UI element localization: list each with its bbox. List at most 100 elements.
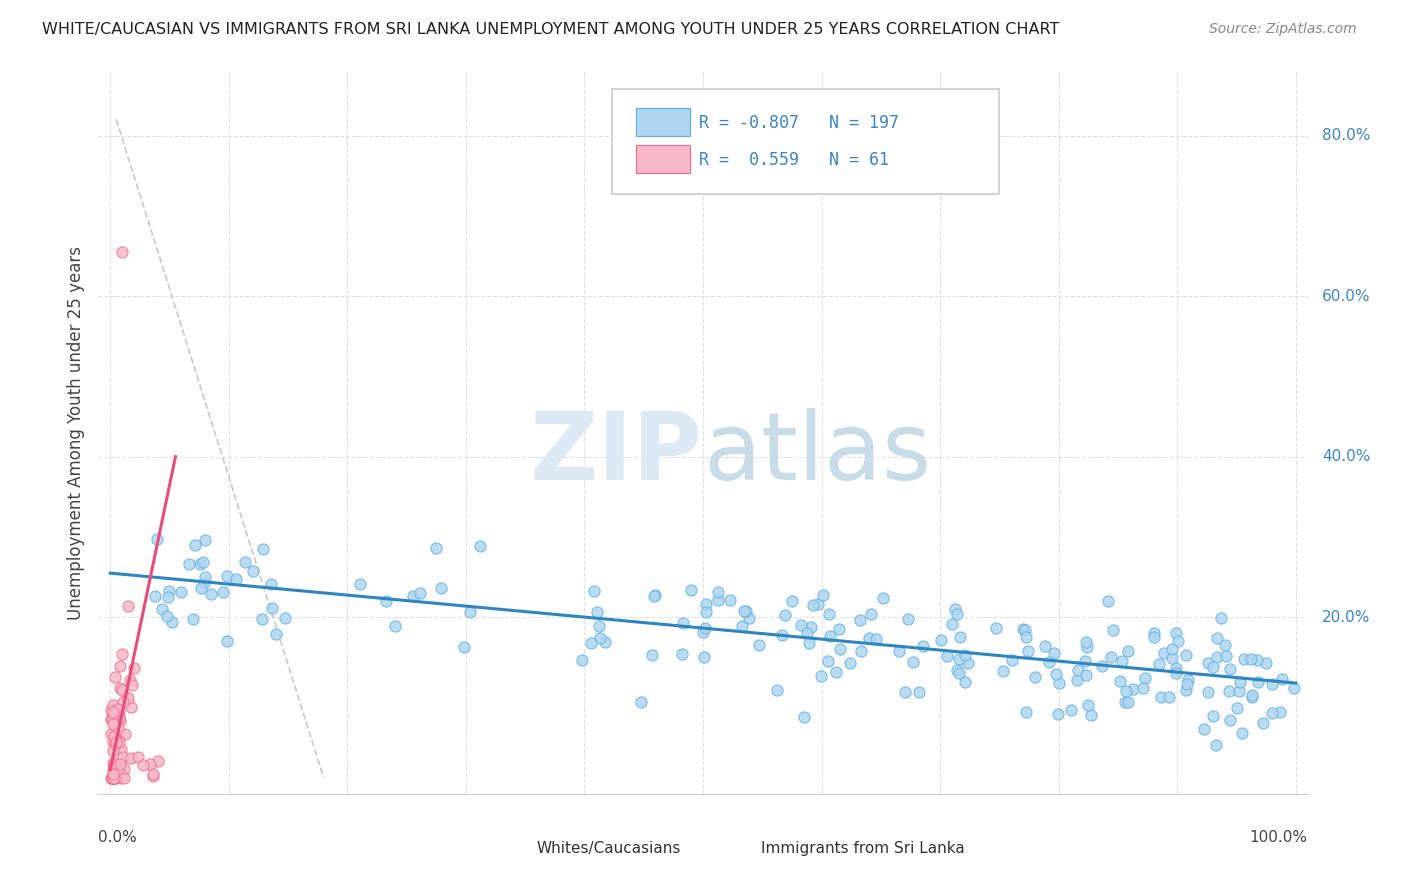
Point xyxy=(112,695,135,709)
Point xyxy=(104,771,127,785)
Point xyxy=(1077,698,1099,713)
Point xyxy=(429,582,451,596)
Point xyxy=(101,767,124,781)
Point xyxy=(1219,713,1241,727)
Point xyxy=(1108,673,1130,688)
Point xyxy=(1232,726,1254,740)
Point xyxy=(101,756,124,771)
Point xyxy=(100,771,122,785)
Point xyxy=(692,624,714,639)
Point xyxy=(679,582,702,597)
Point xyxy=(108,735,131,749)
Point xyxy=(849,644,872,658)
Point xyxy=(1101,624,1123,638)
Point xyxy=(117,599,139,613)
Point xyxy=(1246,674,1268,689)
Point xyxy=(1153,646,1175,660)
Point xyxy=(183,538,205,552)
Text: 0.0%: 0.0% xyxy=(98,830,138,845)
Point xyxy=(111,647,134,661)
Point xyxy=(1229,675,1251,690)
Point xyxy=(212,584,235,599)
Point xyxy=(731,619,754,633)
Point xyxy=(1167,634,1189,648)
Point xyxy=(101,763,124,777)
Point xyxy=(1132,681,1154,696)
Point xyxy=(111,244,134,259)
Point xyxy=(941,616,963,631)
Point xyxy=(1066,673,1088,687)
Point xyxy=(586,605,609,619)
Point xyxy=(706,592,728,607)
Point xyxy=(1157,690,1180,705)
Point xyxy=(1161,651,1184,665)
Point xyxy=(121,678,143,692)
Point xyxy=(142,769,165,783)
Point xyxy=(824,665,846,680)
Point xyxy=(181,612,204,626)
Point xyxy=(953,675,976,690)
Point xyxy=(858,632,880,646)
Point xyxy=(707,585,730,599)
Point xyxy=(1246,653,1268,667)
Point xyxy=(1219,661,1241,675)
Point xyxy=(252,541,274,556)
Point xyxy=(170,584,193,599)
Point xyxy=(872,591,894,606)
Point xyxy=(893,684,915,698)
Point xyxy=(384,618,406,632)
Y-axis label: Unemployment Among Youth under 25 years: Unemployment Among Youth under 25 years xyxy=(66,245,84,620)
Point xyxy=(1270,705,1292,719)
Point xyxy=(101,698,124,712)
Point xyxy=(818,607,841,621)
Point xyxy=(1192,722,1215,736)
Point xyxy=(936,648,959,663)
Point xyxy=(793,710,815,724)
Text: 40.0%: 40.0% xyxy=(1322,450,1371,464)
FancyBboxPatch shape xyxy=(637,108,690,136)
Point xyxy=(108,714,131,728)
Point xyxy=(581,635,603,649)
Point xyxy=(943,602,966,616)
Point xyxy=(101,735,124,749)
Point xyxy=(803,598,825,612)
Point xyxy=(897,612,920,626)
Point xyxy=(1000,653,1022,667)
Point xyxy=(108,710,131,724)
Point xyxy=(1218,684,1240,698)
Point xyxy=(114,727,136,741)
Point xyxy=(179,558,201,572)
Point xyxy=(948,652,970,666)
Point xyxy=(101,771,124,785)
Point xyxy=(828,622,851,636)
Point xyxy=(797,636,820,650)
Point xyxy=(1135,671,1157,685)
Point xyxy=(1033,640,1056,654)
Point xyxy=(143,590,166,604)
Point xyxy=(644,588,666,602)
Point xyxy=(193,576,215,591)
Point xyxy=(225,572,247,586)
Text: R = -0.807   N = 197: R = -0.807 N = 197 xyxy=(699,113,900,132)
Point xyxy=(156,590,179,604)
Point xyxy=(1261,677,1284,691)
Text: 20.0%: 20.0% xyxy=(1322,610,1371,624)
Point xyxy=(101,771,124,785)
Point xyxy=(748,638,770,652)
Point xyxy=(1047,676,1070,690)
Point xyxy=(200,587,222,601)
Point xyxy=(104,771,127,785)
Point xyxy=(1076,640,1098,654)
Point xyxy=(1114,695,1136,709)
Point xyxy=(127,750,149,764)
Point xyxy=(145,532,167,546)
Point xyxy=(807,597,830,611)
Point xyxy=(1074,654,1097,668)
Point xyxy=(1240,688,1263,702)
Point xyxy=(190,557,212,571)
Point xyxy=(1143,625,1166,640)
Point xyxy=(1164,661,1187,675)
Point xyxy=(1147,657,1170,671)
Point xyxy=(1076,667,1098,681)
Point xyxy=(100,713,122,727)
